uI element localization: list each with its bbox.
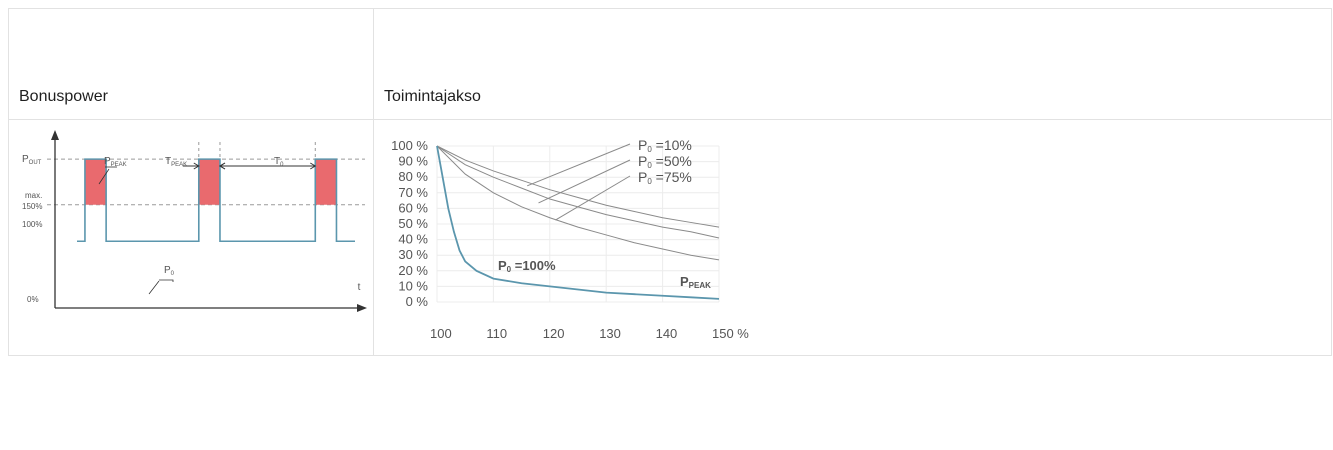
- y-tick-label: 40 %: [398, 232, 428, 247]
- y-tick-label: 10 %: [398, 278, 428, 293]
- peak-block-1: [84, 159, 107, 205]
- spec-table: Bonuspower Toimintajakso POUT PPEAK TPEAK T…: [8, 8, 1332, 356]
- t0-span-arrow: [218, 162, 317, 170]
- y-tick-label: 80 %: [398, 169, 428, 184]
- legend-leader-2: [538, 159, 631, 204]
- peak-block-2: [198, 159, 220, 205]
- peak-block-3: [315, 159, 337, 205]
- y-tick-label: 0 %: [406, 294, 429, 309]
- legend-leader-1: [527, 143, 631, 187]
- legend-leader-3: [555, 175, 631, 221]
- duty-curve-4: [436, 145, 720, 300]
- ppeak-pointer: [98, 168, 110, 185]
- label-ppeak: PPEAK: [104, 156, 127, 168]
- label-p0-100: P0 =100%: [498, 258, 556, 274]
- duty-curve-3: [436, 145, 720, 261]
- chart-cell-bonuspower: POUT PPEAK TPEAK T0 P0 t max. 150% 100% 0%: [8, 119, 374, 356]
- y-tick-label: 60 %: [398, 200, 428, 215]
- y-tick-label: 90 %: [398, 154, 428, 169]
- p0-pointer: [148, 279, 174, 295]
- header-cell-duty-cycle: Toimintajakso: [373, 8, 1332, 120]
- header-row: Bonuspower Toimintajakso: [8, 8, 1332, 120]
- duty-cycle-chart: 100 %90 %80 %70 %60 %50 %40 %30 %20 %10 …: [391, 137, 749, 341]
- pout-axis-arrow: [51, 130, 59, 140]
- label-100: 100%: [22, 220, 42, 229]
- y-tick-label: 70 %: [398, 185, 428, 200]
- chart-row: POUT PPEAK TPEAK T0 P0 t max. 150% 100% 0% 100 % 9…: [8, 119, 1332, 356]
- header-bonuspower: Bonuspower: [19, 88, 108, 105]
- label-150: 150%: [22, 202, 42, 211]
- label-pout: POUT: [22, 154, 42, 166]
- y-tick-label: 30 %: [398, 247, 428, 262]
- label-0: 0%: [27, 295, 39, 304]
- x-tick-label: 120: [543, 326, 565, 341]
- label-t-axis: t: [358, 282, 361, 293]
- label-max: max.: [25, 191, 42, 200]
- label-p0: P0: [164, 265, 175, 277]
- y-tick-label: 50 %: [398, 216, 428, 231]
- x-tick-label: 100: [430, 326, 452, 341]
- header-cell-bonuspower: Bonuspower: [8, 8, 374, 120]
- legend-label-3: P0 =75%: [638, 169, 692, 186]
- label-ppeak: PPEAK: [680, 274, 711, 290]
- time-axis-arrow: [357, 304, 367, 312]
- x-tick-label: 150 %: [712, 326, 749, 341]
- tpeak-left-arrow: [182, 162, 200, 170]
- bonuspower-pulse-chart: POUT PPEAK TPEAK T0 P0 t max. 150% 100% 0%: [22, 130, 367, 312]
- power-signal-line: [77, 158, 355, 243]
- label-t0: T0: [274, 156, 284, 168]
- x-tick-label: 130: [599, 326, 621, 341]
- y-tick-label: 100 %: [391, 138, 428, 153]
- legend-label-1: P0 =10%: [638, 137, 692, 154]
- header-duty-cycle: Toimintajakso: [384, 88, 481, 105]
- label-tpeak: TPEAK: [165, 156, 187, 168]
- x-tick-label: 110: [486, 326, 507, 341]
- legend-label-2: P0 =50%: [638, 153, 692, 170]
- x-tick-label: 140: [656, 326, 678, 341]
- duty-curve-1: [436, 145, 720, 228]
- chart-cell-duty-cycle: 100 % 90 % 80 % 70 % 60 % 50 % 40 % 30 % 20 % 10 …: [373, 119, 1332, 356]
- y-tick-label: 20 %: [398, 263, 428, 278]
